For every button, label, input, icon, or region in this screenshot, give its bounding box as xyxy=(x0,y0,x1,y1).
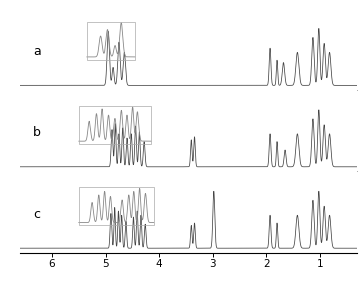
Bar xyxy=(79,106,151,144)
Text: b: b xyxy=(33,126,41,139)
Bar xyxy=(79,187,154,225)
Text: a: a xyxy=(33,45,41,58)
Text: c: c xyxy=(33,208,40,221)
Bar xyxy=(87,22,135,60)
